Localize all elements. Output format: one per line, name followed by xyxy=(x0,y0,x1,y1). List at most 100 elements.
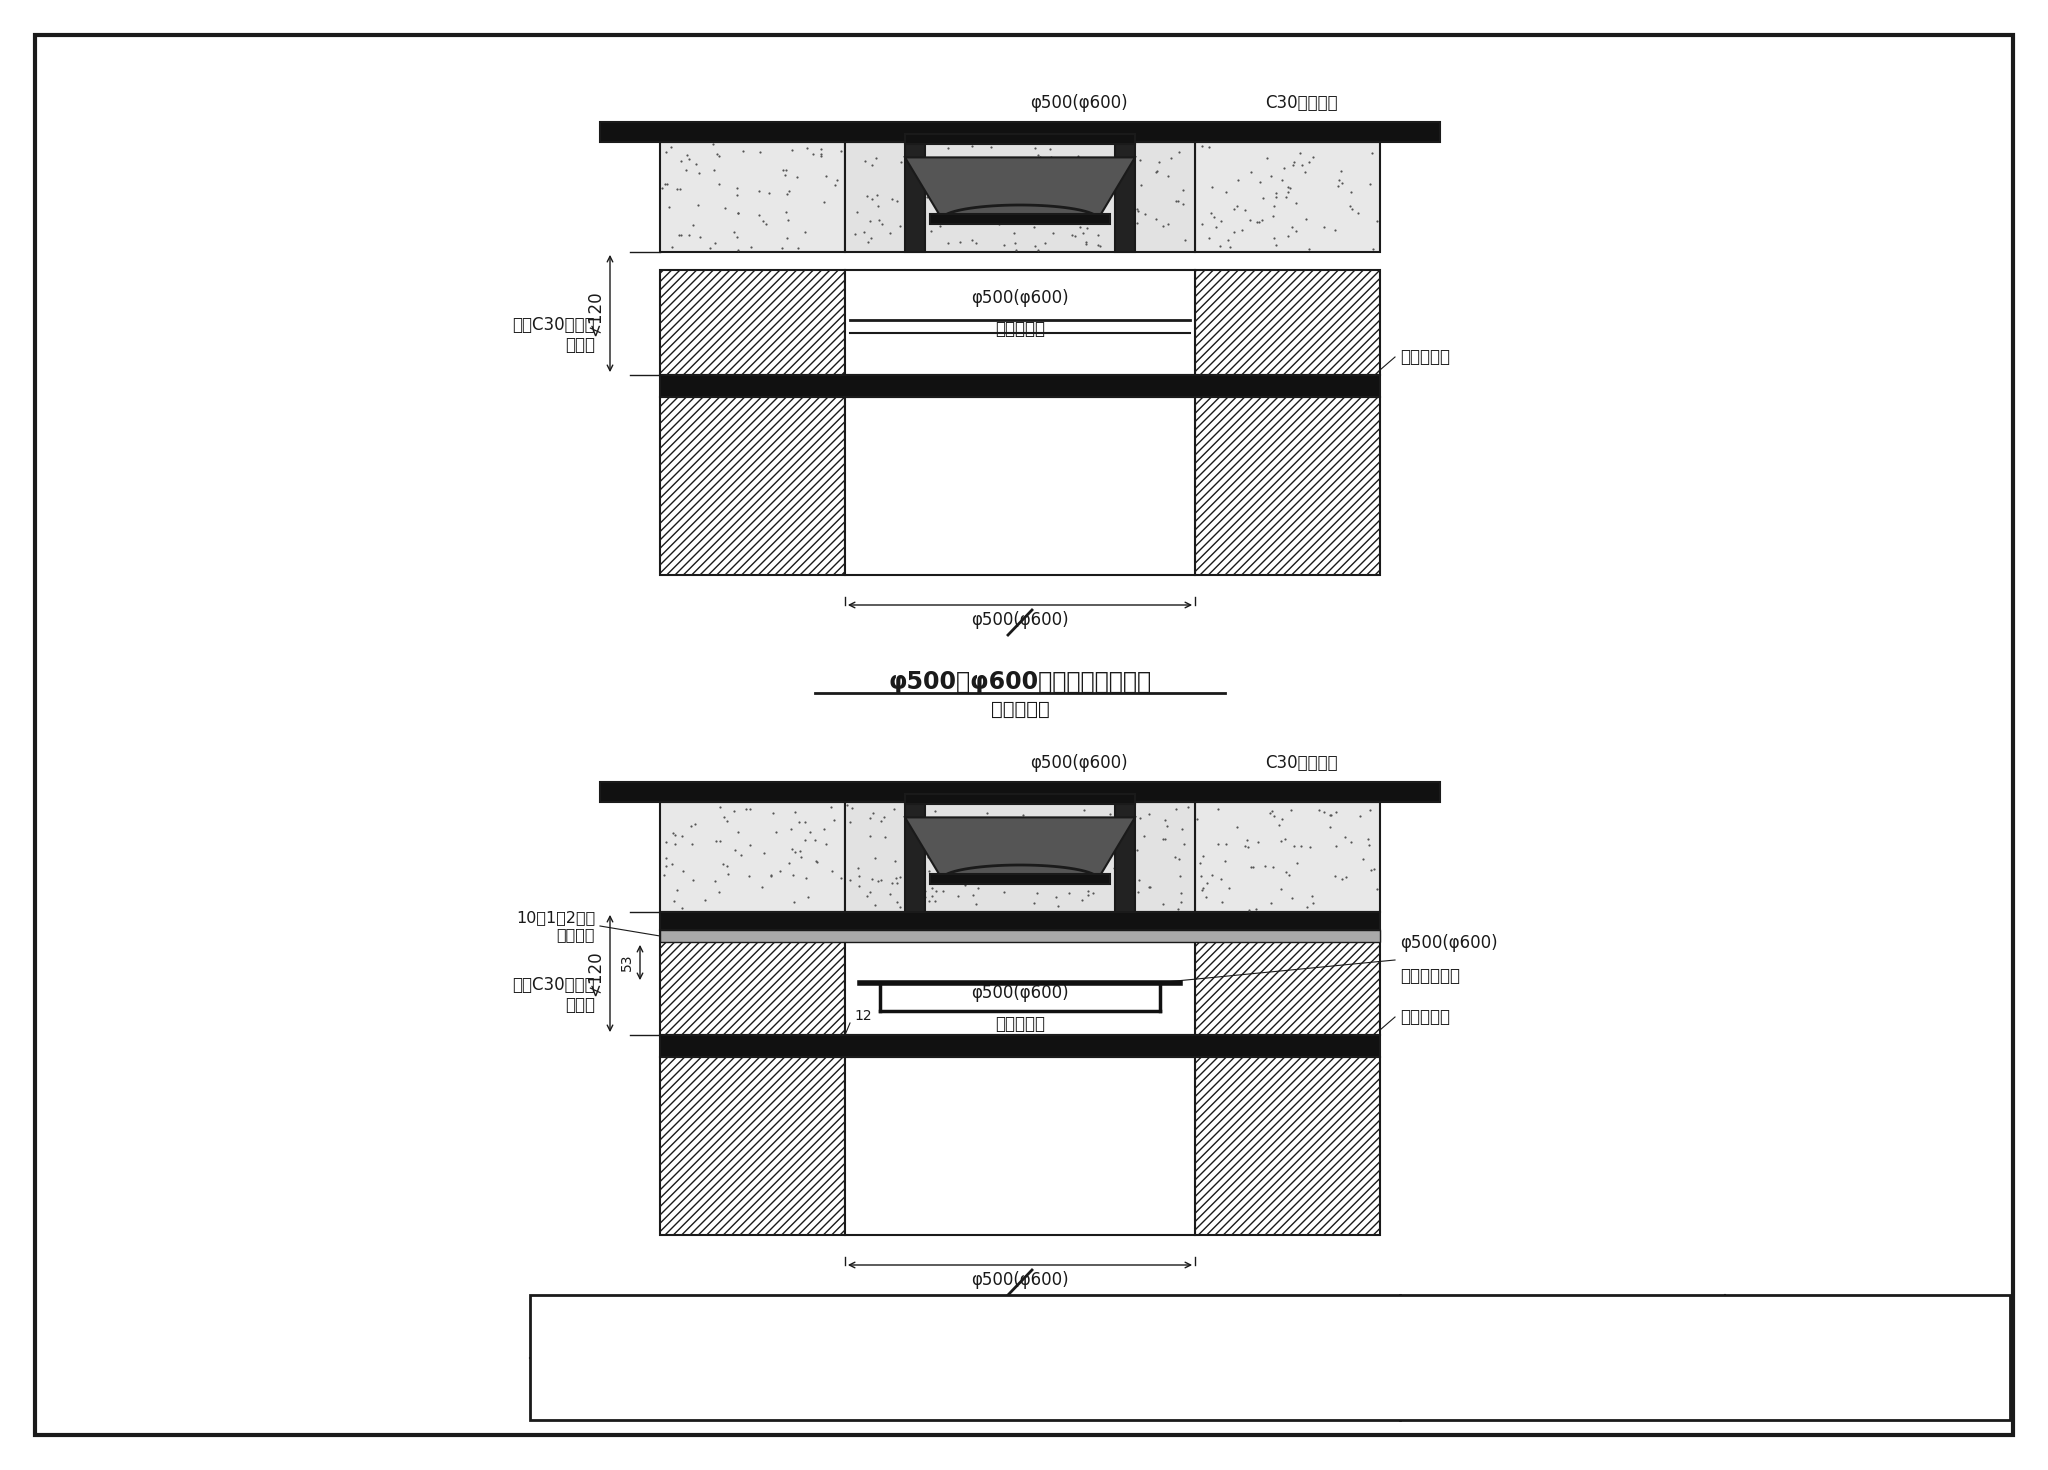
Point xyxy=(1198,204,1231,228)
Point xyxy=(797,143,829,166)
Point xyxy=(1253,801,1286,825)
Point xyxy=(1094,803,1126,826)
Point xyxy=(1063,215,1096,238)
Point xyxy=(928,204,961,228)
Point xyxy=(903,150,936,173)
Point xyxy=(649,141,682,165)
Point xyxy=(1270,860,1303,883)
Point xyxy=(913,806,946,829)
Point xyxy=(1071,216,1104,240)
Point xyxy=(719,800,752,823)
Point xyxy=(831,792,864,816)
Bar xyxy=(659,931,846,1035)
Text: φ500(φ600): φ500(φ600) xyxy=(1030,94,1128,112)
Text: φ500(φ600): φ500(φ600) xyxy=(1030,754,1128,772)
Point xyxy=(649,831,682,854)
Point xyxy=(1147,892,1180,916)
Point xyxy=(848,220,881,244)
Point xyxy=(1214,235,1247,259)
Point xyxy=(772,179,805,203)
Point xyxy=(721,201,754,225)
Text: 现浇C30混凝土: 现浇C30混凝土 xyxy=(512,316,596,334)
Point xyxy=(1049,813,1081,836)
Point xyxy=(819,173,852,197)
Point xyxy=(1208,850,1241,873)
Point xyxy=(1163,847,1196,870)
Point xyxy=(1024,826,1057,850)
Text: φ500(φ600): φ500(φ600) xyxy=(971,290,1069,307)
Point xyxy=(987,234,1020,257)
Point xyxy=(1147,215,1180,238)
Point xyxy=(1260,185,1292,209)
Point xyxy=(981,156,1014,179)
Point xyxy=(918,800,950,823)
Point xyxy=(770,200,803,223)
Point xyxy=(1280,219,1313,243)
Point xyxy=(956,883,989,907)
Point xyxy=(1188,844,1221,867)
Point xyxy=(674,814,707,838)
Point xyxy=(854,226,887,250)
Point xyxy=(784,839,817,863)
Text: φ500(φ600): φ500(φ600) xyxy=(971,612,1069,629)
Point xyxy=(913,858,946,882)
Point xyxy=(874,872,907,895)
Point xyxy=(1081,223,1114,247)
Text: 或同路面做法: 或同路面做法 xyxy=(1266,785,1325,803)
Point xyxy=(1104,163,1137,187)
Point xyxy=(1335,197,1368,220)
Point xyxy=(856,867,889,891)
Point xyxy=(1067,220,1100,244)
Point xyxy=(1139,207,1171,231)
Bar xyxy=(1194,270,1380,375)
Point xyxy=(825,140,858,163)
Point xyxy=(1276,216,1309,240)
Point xyxy=(696,132,729,156)
Point xyxy=(1190,885,1223,908)
Point xyxy=(1272,223,1305,247)
Text: 53: 53 xyxy=(621,954,635,972)
Point xyxy=(989,159,1022,182)
Point xyxy=(899,140,932,163)
Point xyxy=(709,806,741,829)
Point xyxy=(1343,804,1376,828)
Point xyxy=(1034,146,1067,169)
Point xyxy=(664,148,696,172)
Point xyxy=(799,829,831,853)
Point xyxy=(788,829,821,853)
Point xyxy=(788,811,821,835)
Point xyxy=(1235,856,1268,879)
Bar xyxy=(846,1057,1194,1235)
Point xyxy=(909,879,942,903)
Point xyxy=(805,144,838,168)
Point xyxy=(1249,854,1282,878)
Bar xyxy=(659,931,1380,942)
Text: 或砂砖: 或砂砖 xyxy=(565,997,596,1014)
Point xyxy=(1122,806,1155,829)
Point xyxy=(1053,881,1085,904)
Text: ≮120: ≮120 xyxy=(586,291,604,337)
Point xyxy=(924,213,956,237)
Point xyxy=(1118,875,1151,898)
Text: ≮120: ≮120 xyxy=(586,951,604,997)
Point xyxy=(776,838,809,861)
Point xyxy=(1165,891,1198,914)
Point xyxy=(1266,807,1298,831)
Point xyxy=(1231,828,1264,851)
Point xyxy=(881,872,913,895)
Point xyxy=(709,196,741,219)
Point xyxy=(758,801,791,825)
Point xyxy=(1276,798,1309,822)
Point xyxy=(1040,894,1073,917)
Point xyxy=(721,238,754,262)
Point xyxy=(1325,159,1358,182)
Bar xyxy=(1114,143,1135,251)
Point xyxy=(1354,798,1386,822)
Point xyxy=(854,806,887,829)
Point xyxy=(649,845,682,869)
Point xyxy=(1186,878,1219,901)
Point xyxy=(1255,800,1288,823)
Text: 审核 王漷山  校对 郭筠  设计 温丽晖: 审核 王漷山 校对 郭筠 设计 温丽晖 xyxy=(545,1382,715,1396)
Point xyxy=(928,148,961,172)
Point xyxy=(1124,173,1157,197)
